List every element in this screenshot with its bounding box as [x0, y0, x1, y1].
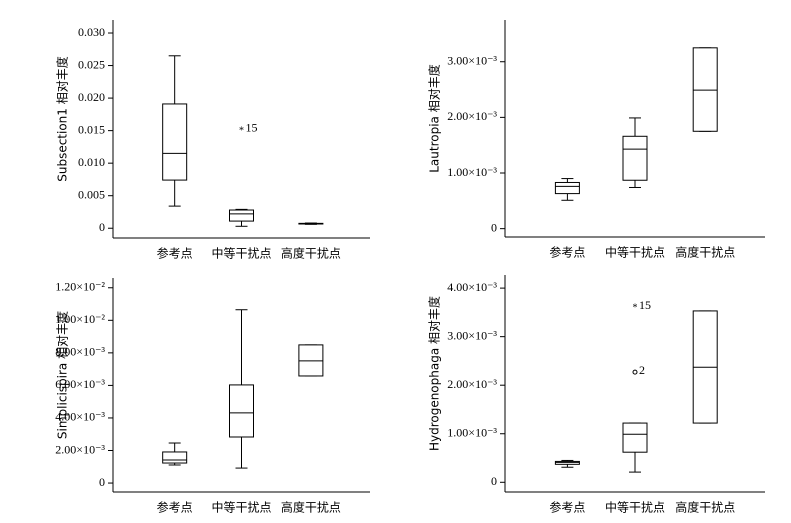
box: [622, 422, 648, 453]
x-tick-label: 高度干扰点: [281, 246, 341, 261]
outlier-label: 15: [639, 298, 651, 312]
box: [229, 384, 254, 438]
x-tick-label: 高度干扰点: [675, 245, 735, 260]
y-tick-label: 0.010: [78, 155, 105, 169]
y-axis-label: Subsection1 相对丰度: [55, 56, 70, 182]
y-tick-label: 1.20×10⁻²: [55, 280, 105, 294]
x-tick-label: 中等干扰点: [211, 246, 271, 261]
outlier: *: [239, 125, 244, 136]
y-tick-label: 0.015: [78, 122, 105, 136]
box: [692, 47, 718, 132]
y-tick-label: 0: [99, 475, 105, 489]
y-tick-label: 6.00×10⁻³: [55, 377, 105, 391]
box: [162, 451, 188, 464]
outlier: [632, 369, 638, 375]
box: [229, 209, 254, 222]
x-tick-label: 高度干扰点: [675, 500, 735, 515]
outlier-label: 15: [246, 121, 258, 135]
x-tick-label: 中等干扰点: [605, 245, 665, 260]
y-axis-label: Hydrogenophaga 相对丰度: [427, 296, 442, 451]
y-tick-label: 0.025: [78, 57, 105, 71]
y-tick-label: 4.00×10⁻³: [55, 410, 105, 424]
x-tick-label: 参考点: [549, 245, 585, 260]
y-axis-label: Simplicispira 相对丰度: [55, 311, 70, 439]
y-tick-label: 1.00×10⁻²: [55, 312, 105, 326]
x-tick-label: 参考点: [549, 500, 585, 515]
y-tick-label: 0.030: [78, 25, 105, 39]
y-tick-label: 3.00×10⁻³: [447, 53, 497, 67]
y-tick-label: 1.00×10⁻³: [447, 425, 497, 439]
y-tick-label: 0: [491, 220, 497, 234]
y-tick-label: 2.00×10⁻³: [55, 442, 105, 456]
y-tick-label: 1.00×10⁻³: [447, 165, 497, 179]
y-tick-label: 0: [99, 220, 105, 234]
x-tick-label: 中等干扰点: [605, 500, 665, 515]
y-axis-label: Lautropia 相对丰度: [427, 64, 442, 172]
y-tick-label: 3.00×10⁻³: [447, 328, 497, 342]
y-tick-label: 2.00×10⁻³: [447, 377, 497, 391]
y-tick-label: 2.00×10⁻³: [447, 109, 497, 123]
box: [622, 135, 648, 181]
box: [554, 181, 580, 195]
y-tick-label: 0.005: [78, 187, 105, 201]
outlier: *: [633, 302, 638, 313]
x-tick-label: 参考点: [157, 500, 193, 515]
x-tick-label: 高度干扰点: [281, 500, 341, 515]
outlier-label: 2: [639, 363, 645, 377]
y-tick-label: 8.00×10⁻³: [55, 345, 105, 359]
x-tick-label: 参考点: [157, 246, 193, 261]
box: [162, 103, 188, 181]
y-tick-label: 0.020: [78, 90, 105, 104]
y-tick-label: 0: [491, 474, 497, 488]
x-tick-label: 中等干扰点: [211, 500, 271, 515]
y-tick-label: 4.00×10⁻³: [447, 280, 497, 294]
